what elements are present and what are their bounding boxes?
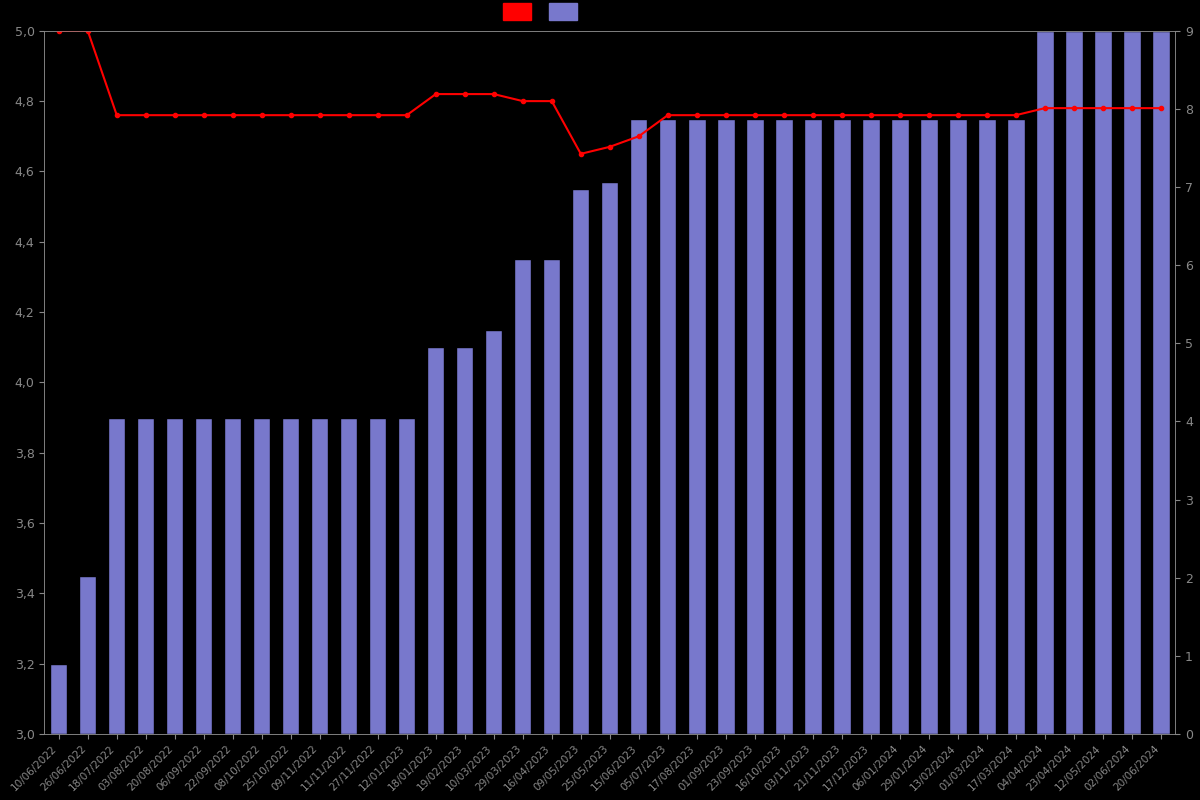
Bar — [253, 418, 270, 734]
Bar — [398, 418, 415, 734]
Bar — [544, 259, 560, 734]
Bar — [1036, 31, 1054, 734]
Bar — [166, 418, 184, 734]
Bar — [862, 118, 880, 734]
Bar — [1094, 31, 1111, 734]
Bar — [1066, 31, 1082, 734]
Bar — [920, 118, 937, 734]
Bar — [224, 418, 241, 734]
Bar — [427, 347, 444, 734]
Bar — [1152, 31, 1170, 734]
Bar — [601, 182, 618, 734]
Bar — [978, 118, 996, 734]
Bar — [456, 347, 474, 734]
Bar — [282, 418, 300, 734]
Bar — [1007, 118, 1025, 734]
Bar — [572, 189, 589, 734]
Bar — [1123, 31, 1140, 734]
Bar — [137, 418, 155, 734]
Bar — [833, 118, 851, 734]
Bar — [340, 418, 358, 734]
Bar — [718, 118, 734, 734]
Bar — [630, 118, 648, 734]
Bar — [775, 118, 792, 734]
Bar — [659, 118, 677, 734]
Bar — [50, 664, 67, 734]
Bar — [746, 118, 763, 734]
Bar — [892, 118, 908, 734]
Bar — [311, 418, 329, 734]
Bar — [485, 330, 503, 734]
Legend: , : , — [503, 2, 581, 19]
Bar — [949, 118, 966, 734]
Bar — [688, 118, 706, 734]
Bar — [514, 259, 532, 734]
Bar — [108, 418, 126, 734]
Bar — [804, 118, 822, 734]
Bar — [196, 418, 212, 734]
Bar — [79, 576, 96, 734]
Bar — [370, 418, 386, 734]
